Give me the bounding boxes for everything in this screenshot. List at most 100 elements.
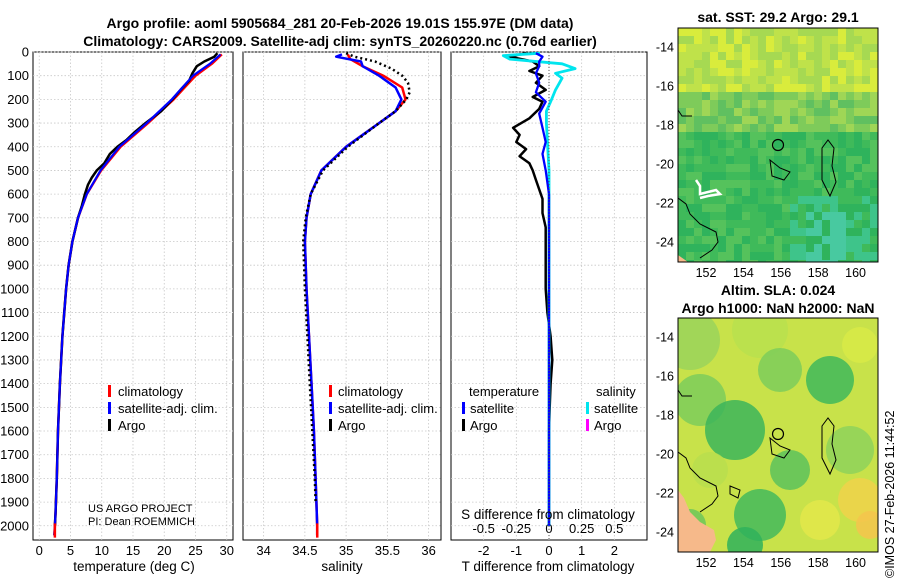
sst-cell [734, 172, 743, 181]
map-x-tick-label: 160 [845, 266, 866, 280]
sst-cell [718, 180, 727, 189]
sst-cell [726, 44, 735, 53]
sst-cell [854, 36, 863, 45]
sst-cell [694, 204, 703, 213]
sst-cell [854, 100, 863, 109]
sst-cell [678, 236, 687, 245]
sst-cell [766, 188, 775, 197]
map-y-tick-label: -20 [656, 448, 674, 462]
sst-cell [774, 172, 783, 181]
sst-cell [742, 116, 751, 125]
sst-cell [726, 36, 735, 45]
sst-cell [806, 252, 815, 261]
sst-cell [806, 236, 815, 245]
legend-label-t-satellite: satellite [470, 401, 514, 416]
sst-cell [734, 44, 743, 53]
sst-cell [806, 244, 815, 253]
sst-cell [750, 36, 759, 45]
sst-cell [830, 212, 839, 221]
sst-cell [758, 252, 767, 261]
sla-reef-contour [769, 436, 791, 459]
sst-cell [822, 140, 831, 149]
sst-cell [766, 44, 775, 53]
sst-cell [838, 140, 847, 149]
sst-cell [822, 164, 831, 173]
sst-cell [710, 44, 719, 53]
sst-cell [734, 140, 743, 149]
sst-cell [790, 52, 799, 61]
sst-cell [774, 228, 783, 237]
sst-cell [750, 244, 759, 253]
sst-cell [830, 156, 839, 165]
sst-cell [830, 180, 839, 189]
sst-cell [742, 204, 751, 213]
sst-cell [758, 260, 767, 262]
y-tick-label: 1800 [0, 471, 29, 486]
figure-title-line2: Climatology: CARS2009. Satellite-adj cli… [83, 33, 597, 49]
sst-cell [766, 52, 775, 61]
sst-cell [678, 28, 687, 37]
sst-cell [870, 172, 878, 181]
sst-cell [742, 52, 751, 61]
map-y-tick-label: -14 [656, 331, 674, 345]
sst-cell [814, 164, 823, 173]
sst-cell [790, 164, 799, 173]
x2-tick-label: -0.5 [472, 521, 494, 536]
sst-cell [814, 244, 823, 253]
sst-cell [774, 36, 783, 45]
sst-cell [766, 180, 775, 189]
sst-cell [814, 172, 823, 181]
sst-cell [694, 220, 703, 229]
sst-cell [806, 164, 815, 173]
sst-cell [798, 220, 807, 229]
sst-cell [774, 244, 783, 253]
sst-cell [870, 196, 878, 205]
sst-cell [798, 68, 807, 77]
sst-cell [846, 236, 855, 245]
sst-cell [870, 140, 878, 149]
sst-cell [862, 108, 871, 117]
sst-cell [846, 188, 855, 197]
sst-cell [726, 156, 735, 165]
sst-cell [806, 172, 815, 181]
sst-cell [822, 28, 831, 37]
sst-cell [782, 44, 791, 53]
sst-cell [862, 188, 871, 197]
sst-cell [734, 260, 743, 262]
sst-cell [822, 180, 831, 189]
sst-cell [686, 172, 695, 181]
sst-cell [854, 180, 863, 189]
sst-cell [830, 76, 839, 85]
sst-cell [686, 244, 695, 253]
sst-cell [694, 212, 703, 221]
sst-cell [806, 132, 815, 141]
sst-cell [790, 196, 799, 205]
sst-cell [742, 84, 751, 93]
sst-cell [718, 228, 727, 237]
sst-cell [726, 100, 735, 109]
sst-cell [854, 252, 863, 261]
sst-cell [854, 188, 863, 197]
legend-swatch-s-satellite [586, 402, 589, 414]
legend-label-s-argo: Argo [594, 418, 621, 433]
sst-cell [694, 156, 703, 165]
sst-cell [710, 92, 719, 101]
x2-tick-label: -0.25 [502, 521, 532, 536]
sst-cell [726, 180, 735, 189]
temperature-legend: climatology satellite-adj. clim. Argo [108, 384, 218, 433]
sst-cell [846, 84, 855, 93]
sst-cell [694, 228, 703, 237]
sst-cell [798, 196, 807, 205]
sst-cell [758, 76, 767, 85]
sst-cell [702, 60, 711, 69]
sst-cell [838, 132, 847, 141]
sst-cell [846, 124, 855, 133]
sst-cell [846, 116, 855, 125]
y-tick-label: 1300 [0, 352, 29, 367]
sst-cell [846, 36, 855, 45]
legend-swatch-t-argo [462, 419, 465, 431]
sst-cell [790, 180, 799, 189]
sst-cell [870, 44, 878, 53]
sst-cell [870, 228, 878, 237]
sla-blob [770, 450, 810, 490]
